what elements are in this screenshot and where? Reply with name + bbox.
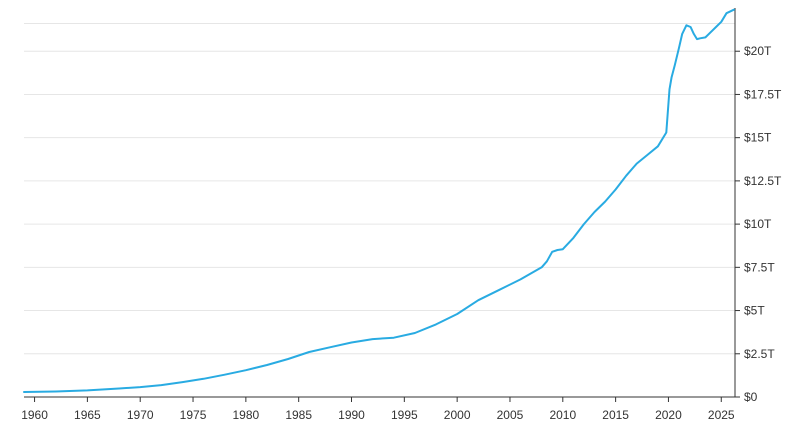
x-axis-ticks: 1960 1965 1970 1975 1980 1985 1990 1995 2000 2005… [21,397,735,422]
x-tick-label: 1990 [338,408,365,422]
x-tick-label: 1960 [21,408,48,422]
x-tick-label: 1985 [285,408,312,422]
y-tick-label: $7.5T [744,260,775,274]
y-tick-label: $17.5T [744,87,782,101]
y-tick-label: $5T [744,304,765,318]
grid-lines [24,23,735,355]
x-tick-label: 2020 [655,408,682,422]
x-tick-label: 1975 [180,408,207,422]
y-tick-label: $12.5T [744,174,782,188]
y-tick-label: $15T [744,131,772,145]
x-tick-label: 1980 [233,408,260,422]
x-tick-label: 1965 [74,408,101,422]
y-tick-label: $10T [744,217,772,231]
x-tick-label: 2005 [497,408,524,422]
x-tick-label: 2010 [549,408,576,422]
y-axis-ticks: $0 $2.5T $5T $7.5T $10T $12.5T $15T $17.5T $20T [735,44,782,404]
x-tick-label: 1970 [127,408,154,422]
x-tick-label: 1995 [391,408,418,422]
series-line-0 [23,8,735,393]
y-tick-label: $2.5T [744,347,775,361]
x-tick-label: 2025 [708,408,735,422]
series-layer [23,8,735,393]
x-tick-label: 2000 [444,408,471,422]
y-tick-label: $20T [744,44,772,58]
axes [24,8,736,398]
y-tick-label: $0 [744,390,758,404]
x-tick-label: 2015 [602,408,629,422]
